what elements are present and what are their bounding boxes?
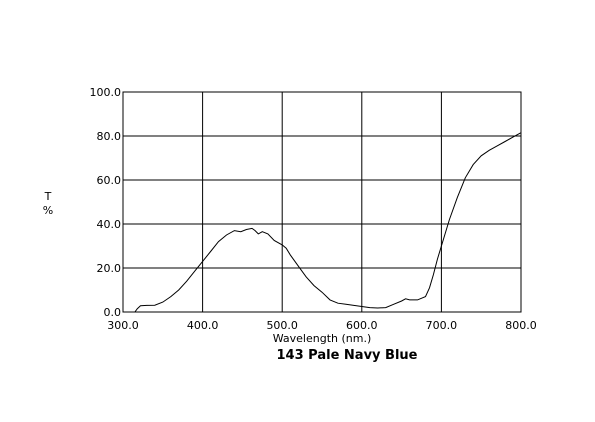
y-tick-label: 100.0 (90, 86, 122, 99)
y-tick-label: 20.0 (97, 262, 122, 275)
grid-lines (122, 91, 522, 313)
y-tick-label: 60.0 (97, 174, 122, 187)
y-tick-label: 80.0 (97, 130, 122, 143)
x-tick-label: 700.0 (426, 319, 458, 332)
y-axis-label-line-1: T (44, 190, 52, 203)
y-tick-label: 0.0 (104, 306, 122, 319)
transmission-curve (134, 132, 522, 313)
chart-title: 143 Pale Navy Blue (277, 348, 418, 363)
x-axis-label: Wavelength (nm.) (273, 332, 372, 345)
x-tick-label: 500.0 (266, 319, 298, 332)
x-tick-label: 800.0 (505, 319, 537, 332)
x-tick-label: 400.0 (187, 319, 219, 332)
y-tick-labels: 0.0 20.0 40.0 60.0 80.0 100.0 (90, 86, 122, 319)
y-axis-label-line-2: % (43, 204, 53, 217)
x-tick-label: 600.0 (346, 319, 378, 332)
plot-area (122, 91, 522, 313)
y-tick-label: 40.0 (97, 218, 122, 231)
x-tick-labels: 300.0 400.0 500.0 600.0 700.0 800.0 (107, 319, 537, 332)
x-tick-label: 300.0 (107, 319, 139, 332)
